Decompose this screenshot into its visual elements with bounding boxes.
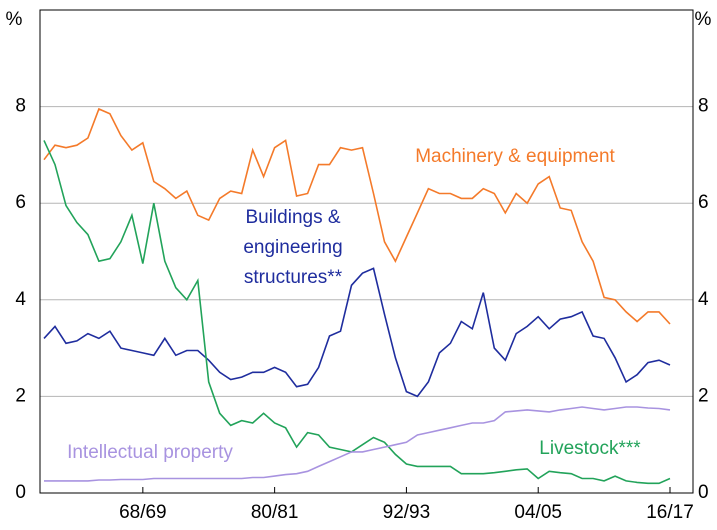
- series-label: Machinery & equipment: [415, 146, 615, 167]
- y2-tick-label: 4: [698, 289, 709, 310]
- x-tick-label: 16/17: [646, 502, 694, 523]
- y2-tick-label: 2: [698, 385, 709, 406]
- y-tick-label: 4: [15, 289, 26, 310]
- y-tick-label: 8: [15, 96, 26, 117]
- x-tick-label: 04/05: [514, 502, 562, 523]
- y2-tick-label: 0: [698, 482, 709, 503]
- series-line: [43, 267, 671, 398]
- series-line: [44, 406, 671, 482]
- y2-tick-label: 6: [698, 192, 709, 213]
- y-axis-label: %: [6, 9, 23, 30]
- series-label: Buildings &: [245, 207, 340, 228]
- series-label: engineering: [243, 237, 342, 258]
- series-label: structures**: [244, 267, 343, 288]
- y2-tick-label: 8: [698, 96, 709, 117]
- series-line: [43, 140, 671, 485]
- x-tick-label: 92/93: [383, 502, 431, 523]
- x-tick-label: 80/81: [251, 502, 299, 523]
- y-tick-label: 2: [15, 385, 26, 406]
- series-line: [43, 107, 671, 325]
- x-tick-label: 68/69: [119, 502, 167, 523]
- plot-frame: [39, 9, 694, 494]
- series-label: Intellectual property: [67, 442, 233, 463]
- y-tick-label: 6: [15, 192, 26, 213]
- y-tick-label: 0: [15, 482, 26, 503]
- series-label: Livestock***: [539, 438, 641, 459]
- y2-axis-label: %: [695, 9, 712, 30]
